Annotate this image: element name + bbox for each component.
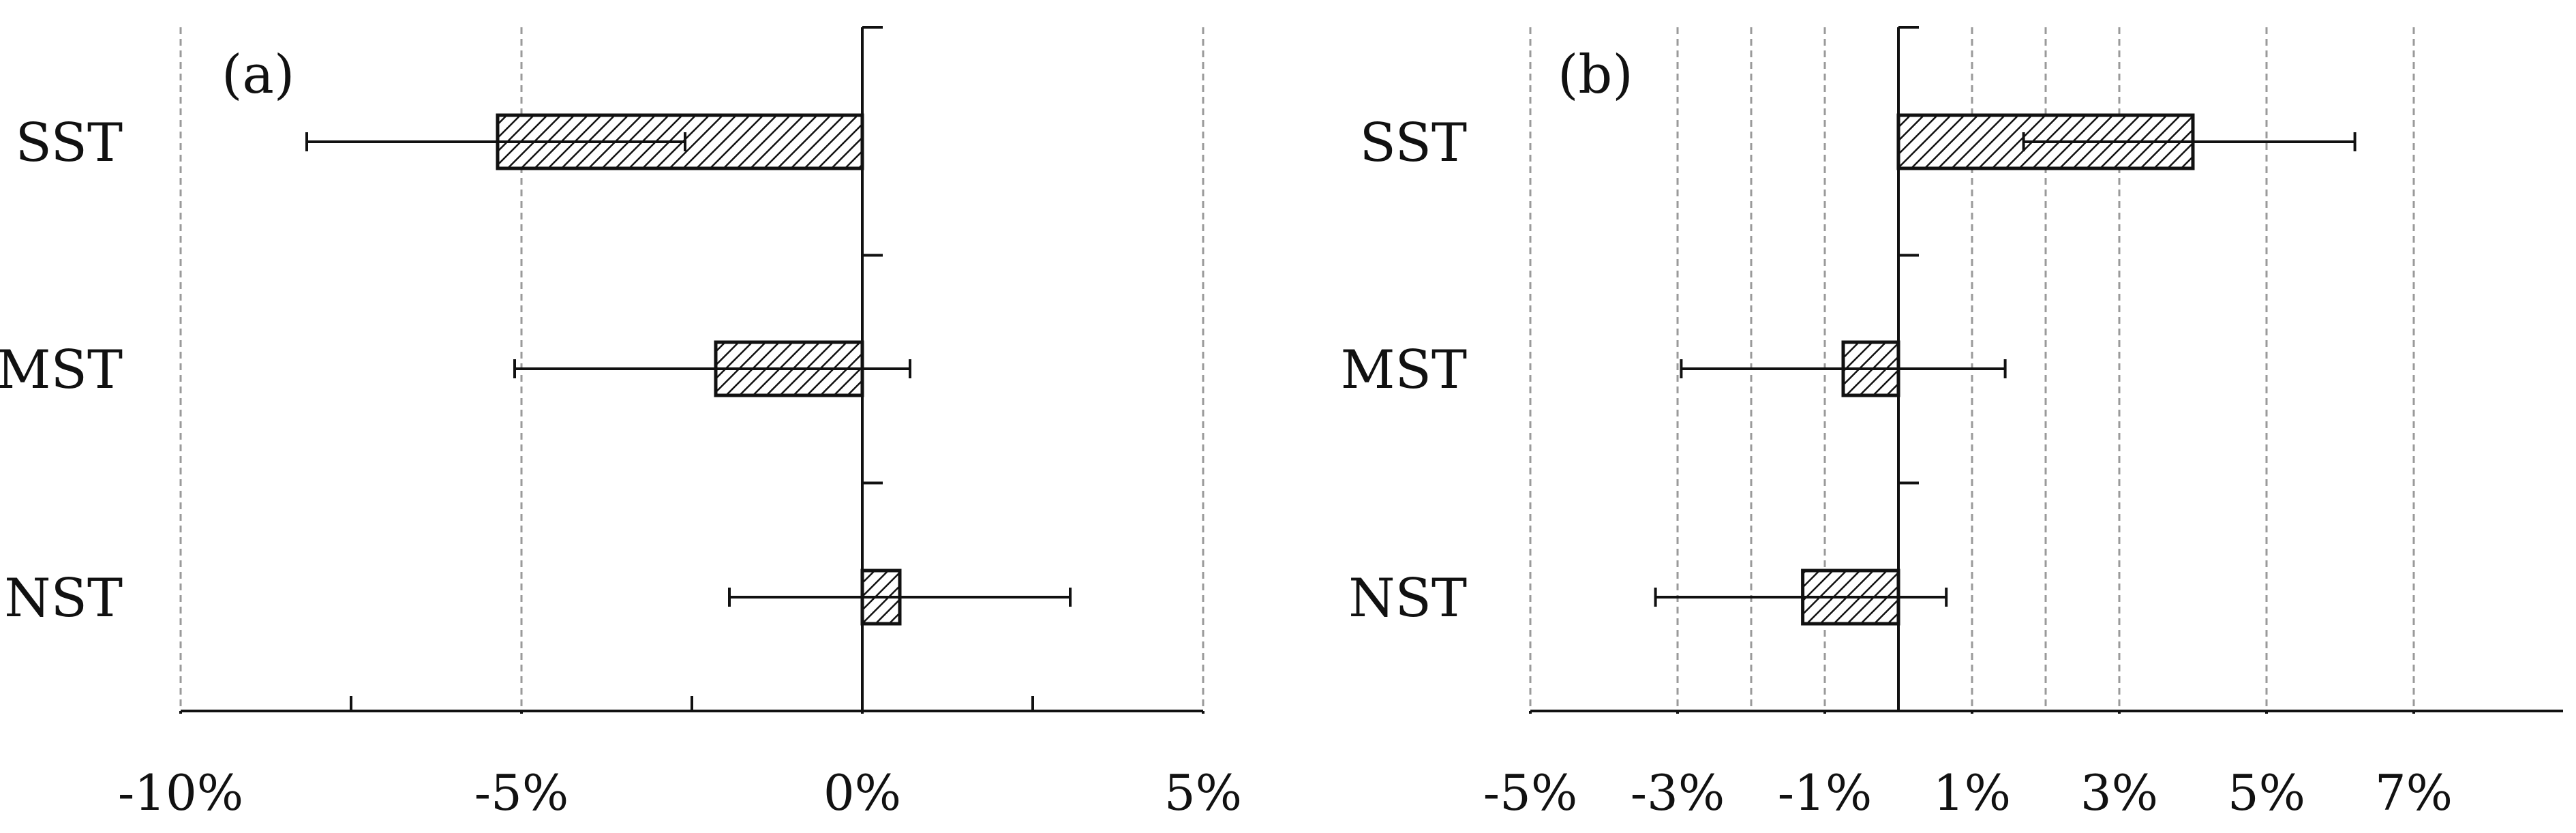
panel-label: (b) bbox=[1558, 44, 1633, 106]
panel-label: (a) bbox=[222, 44, 294, 106]
x-tick-label: -5% bbox=[1483, 764, 1578, 821]
category-label: MST bbox=[1341, 339, 1467, 401]
x-tick-label: -5% bbox=[474, 764, 569, 821]
category-label: SST bbox=[1359, 112, 1467, 174]
category-label: NST bbox=[1348, 568, 1467, 629]
x-tick-label: 3% bbox=[2080, 764, 2158, 821]
x-tick-label: 1% bbox=[1933, 764, 2011, 821]
x-tick-label: 5% bbox=[2228, 764, 2305, 821]
x-tick-label: 7% bbox=[2375, 764, 2453, 821]
panel-b: -5% -3% -1% 1% 3% 5% 7% SST MST NST (b) bbox=[1341, 26, 2563, 821]
category-label: SST bbox=[15, 112, 123, 174]
category-label: NST bbox=[4, 568, 123, 629]
x-tick-label: -10% bbox=[118, 764, 243, 821]
x-tick-label: -1% bbox=[1778, 764, 1873, 821]
x-tick-label: 0% bbox=[823, 764, 901, 821]
category-label: MST bbox=[0, 339, 123, 401]
x-tick-label: -3% bbox=[1631, 764, 1725, 821]
panel-a: -10% -5% 0% 5% SST MST NST (a) bbox=[0, 26, 1242, 821]
x-tick-label: 5% bbox=[1164, 764, 1242, 821]
